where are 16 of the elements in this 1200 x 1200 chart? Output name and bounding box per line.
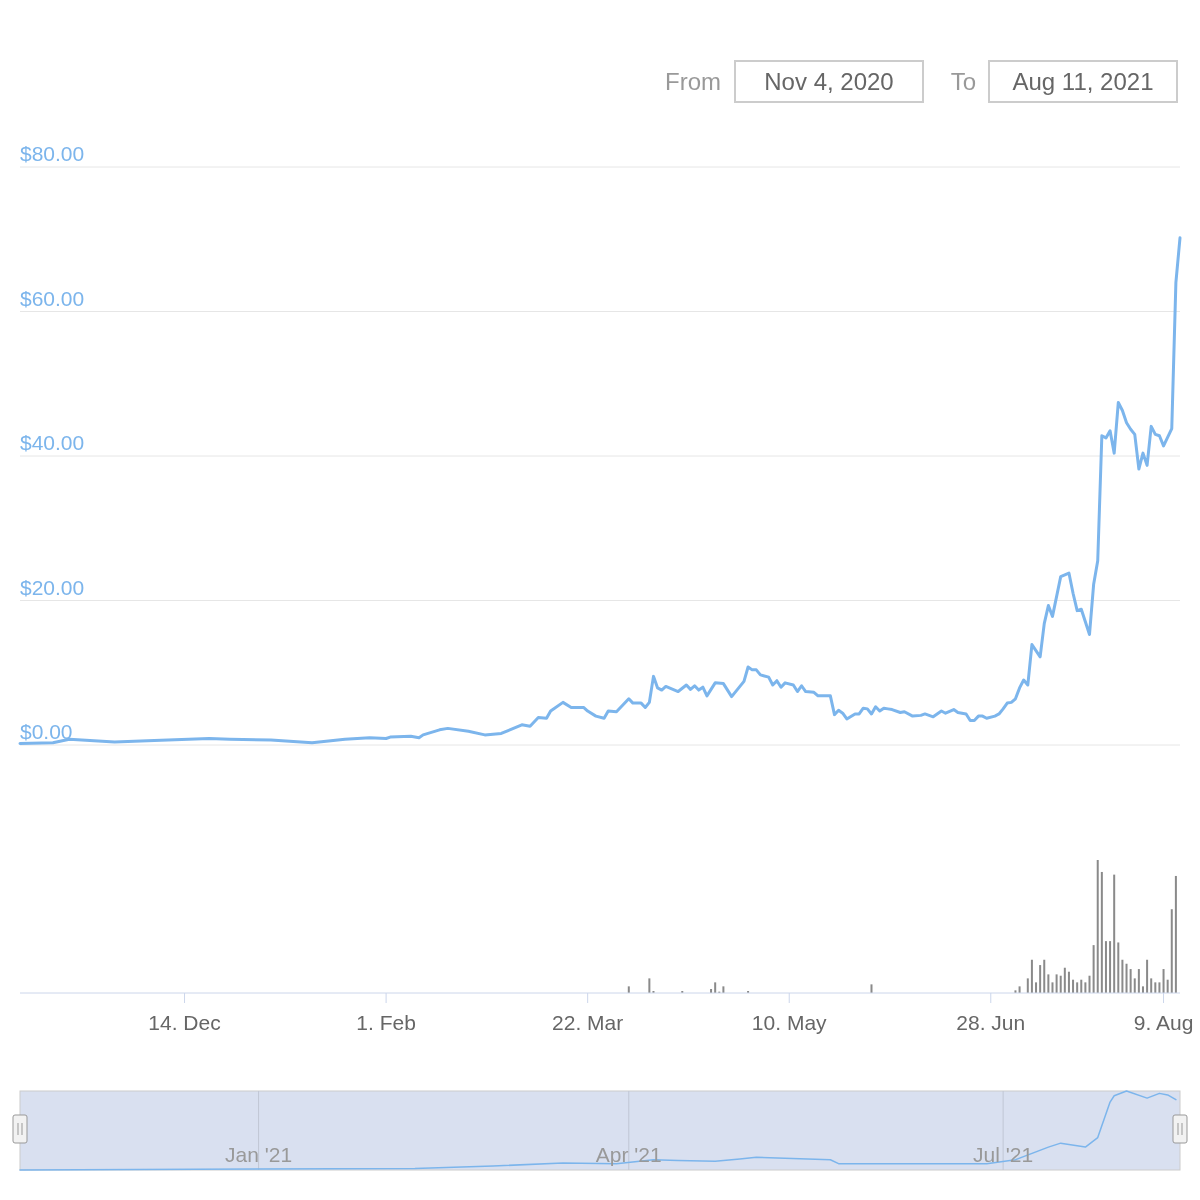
text: Nov 4, 2020 [764, 68, 894, 95]
x-tick-label: 28. Jun [956, 1011, 1026, 1034]
x-tick-label: 14. Dec [148, 1011, 221, 1034]
x-tick-label: 22. Mar [552, 1011, 624, 1034]
y-tick-label: $20.00 [20, 575, 85, 599]
x-tick-label: 1. Feb [356, 1011, 416, 1034]
y-tick-label: $0.00 [20, 720, 73, 743]
y-tick-label: $60.00 [20, 286, 85, 310]
y-tick-label: $40.00 [20, 431, 85, 454]
x-tick-label: 9. Aug [1133, 1011, 1194, 1034]
y-tick-label: $80.00 [20, 142, 85, 165]
x-tick-label: Jan '21 [225, 1143, 293, 1166]
text: To [950, 68, 976, 95]
text: From [665, 68, 721, 95]
text: Aug 11, 2021 [1012, 68, 1154, 95]
x-tick-label: 10. May [751, 1011, 828, 1034]
